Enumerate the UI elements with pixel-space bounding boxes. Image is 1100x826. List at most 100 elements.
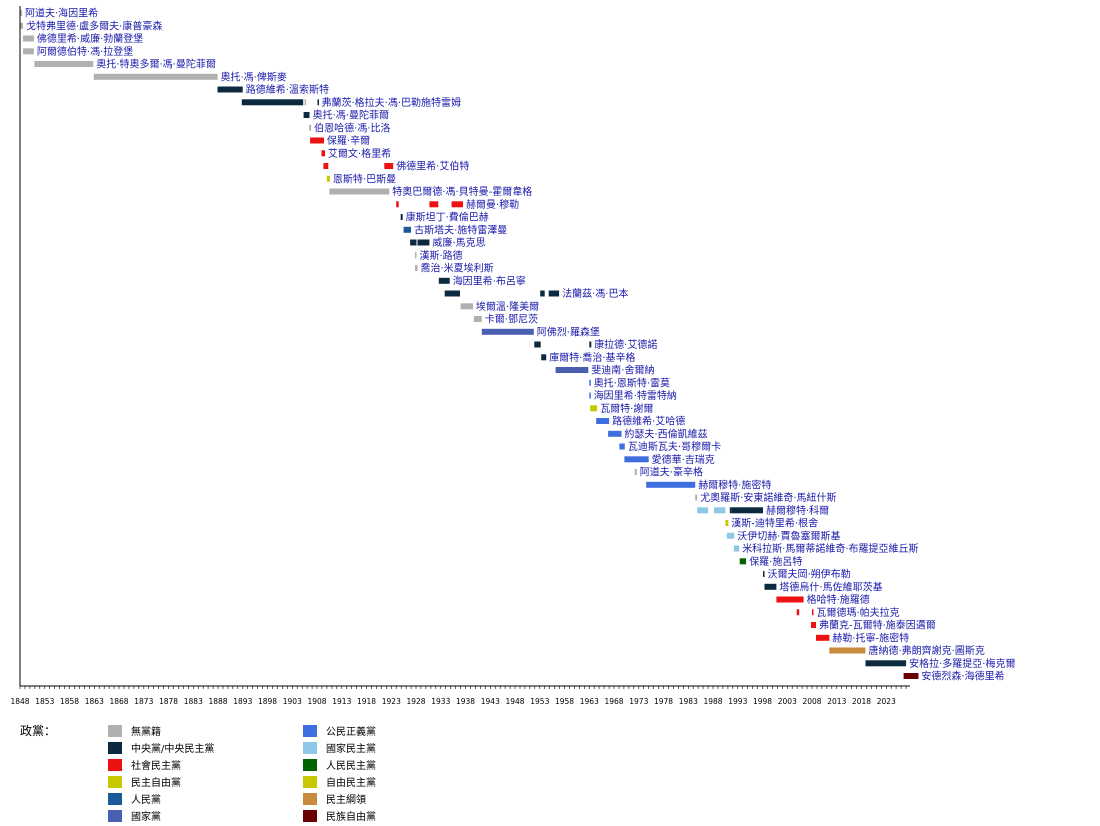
term-bar xyxy=(589,379,591,386)
legend-item: 民主綱領 xyxy=(303,791,366,806)
x-tick-label: 1888 xyxy=(208,697,227,706)
term-bar xyxy=(634,469,637,475)
term-bar xyxy=(217,86,243,93)
legend-label: 人民黨 xyxy=(131,795,161,806)
legend-item: 民族自由黨 xyxy=(303,808,376,823)
term-bar xyxy=(731,507,763,514)
term-bar xyxy=(714,507,726,514)
term-bar xyxy=(811,622,816,628)
x-tick-label: 2013 xyxy=(827,697,846,706)
person-label: 阿道夫·海因里希 xyxy=(25,7,98,20)
term-bar xyxy=(321,150,325,157)
person-label: 奧托·特奧多爾·馮·曼陀菲爾 xyxy=(96,58,216,71)
x-tick-label: 1953 xyxy=(530,697,549,706)
person-label: 奧托·馮·曼陀菲爾 xyxy=(313,109,389,122)
person-label: 伯恩哈德·馮·比洛 xyxy=(314,121,390,134)
term-bar xyxy=(410,239,417,246)
term-bar xyxy=(548,290,560,297)
term-bar xyxy=(460,303,473,310)
x-tick-label: 1893 xyxy=(233,697,252,706)
x-tick-label: 1938 xyxy=(456,697,475,706)
term-bar xyxy=(589,392,591,399)
legend-item: 中央黨/中央民主黨 xyxy=(108,740,214,755)
legend-swatch xyxy=(303,792,317,805)
term-bar xyxy=(596,418,610,424)
person-label: 戈特弗里德·盧多爾夫·康普豪森 xyxy=(26,19,162,32)
term-bar xyxy=(725,520,729,526)
term-bar xyxy=(323,163,329,169)
person-label: 艾爾文·格里希 xyxy=(328,147,391,160)
legend-item: 無黨籍 xyxy=(108,723,161,738)
term-bar xyxy=(697,507,709,514)
term-bar xyxy=(241,99,304,106)
bars-layer xyxy=(20,10,919,679)
term-bar xyxy=(429,201,439,208)
person-label: 漢斯-迪特里希·根舍 xyxy=(731,517,818,530)
term-bar xyxy=(729,507,732,514)
person-label: 尤奧羅斯·安東諾維奇·馬紐什斯 xyxy=(700,491,836,504)
legend-item: 人民民主黨 xyxy=(303,757,376,772)
legend-swatch xyxy=(108,792,122,805)
timeline-chart: 阿道夫·海因里希戈特弗里德·盧多爾夫·康普豪森佛德里希·威廉·勃蘭登堡阿爾德伯特… xyxy=(10,6,1015,706)
legend-item: 國家民主黨 xyxy=(303,740,376,755)
term-bar xyxy=(20,10,22,16)
term-bar xyxy=(541,354,547,361)
x-tick-label: 1848 xyxy=(10,697,29,706)
x-tick-label: 1908 xyxy=(307,697,326,706)
legend-swatch xyxy=(108,724,122,737)
term-bar xyxy=(310,137,324,144)
term-bar xyxy=(829,647,866,654)
term-bar xyxy=(695,494,698,501)
labels-layer: 阿道夫·海因里希戈特弗里德·盧多爾夫·康普豪森佛德里希·威廉·勃蘭登堡阿爾德伯特… xyxy=(25,7,1015,683)
person-label: 康斯坦丁·費倫巴赫 xyxy=(406,211,489,224)
term-bar xyxy=(646,481,696,488)
legend-label: 民族自由黨 xyxy=(326,812,376,823)
term-bar xyxy=(309,124,312,131)
term-bar xyxy=(796,609,800,616)
term-bar xyxy=(451,201,463,208)
person-label: 瓦迪斯瓦夫·哥穆爾卡 xyxy=(628,440,721,453)
legend-label: 國家黨 xyxy=(131,812,161,823)
person-label: 格哈特·施羅德 xyxy=(807,593,870,606)
x-tick-label: 2023 xyxy=(877,697,896,706)
person-label: 喬治·米夏埃利斯 xyxy=(421,262,494,275)
term-bar xyxy=(384,163,394,169)
legend-item: 社會民主黨 xyxy=(108,757,181,772)
person-label: 法蘭茲·馮·巴本 xyxy=(562,287,628,300)
term-bar xyxy=(776,596,804,603)
term-bar xyxy=(403,226,411,233)
term-bar xyxy=(415,265,418,271)
term-bar xyxy=(481,328,534,335)
term-bar xyxy=(23,48,34,55)
term-bar xyxy=(473,316,482,322)
person-label: 米科拉斯·馬爾蒂諾維奇·布羅提亞維丘斯 xyxy=(742,542,918,555)
x-tick-label: 1993 xyxy=(728,697,747,706)
person-label: 約瑟夫·西倫凱維茲 xyxy=(624,427,707,440)
x-tick-label: 1968 xyxy=(604,697,623,706)
term-bar xyxy=(20,22,23,29)
term-bar xyxy=(812,609,814,616)
x-tick-label: 1858 xyxy=(60,697,79,706)
legend-swatch xyxy=(303,809,317,822)
x-tick-label: 1948 xyxy=(505,697,524,706)
person-label: 赫爾穆特·施密特 xyxy=(698,478,771,491)
term-bar xyxy=(326,175,330,182)
term-bar xyxy=(865,660,907,667)
term-bar xyxy=(540,290,545,297)
term-bar xyxy=(555,367,589,373)
legend-label: 自由民主黨 xyxy=(326,778,376,789)
x-tick-label: 1868 xyxy=(109,697,128,706)
term-bar xyxy=(415,252,417,259)
person-label: 唐納德·弗朗齊謝克·圖斯克 xyxy=(869,644,985,657)
term-bar xyxy=(816,634,830,641)
legend-label: 民主綱領 xyxy=(326,795,366,806)
legend-swatch xyxy=(303,741,317,754)
term-bar xyxy=(317,99,319,106)
x-tick-label: 1998 xyxy=(753,697,772,706)
person-label: 康拉德·艾德諾 xyxy=(594,338,657,351)
person-label: 卡爾·鄧尼茨 xyxy=(485,313,538,326)
term-bar xyxy=(534,341,541,348)
person-label: 特奧巴爾德·馮·貝特曼-霍爾韋格 xyxy=(392,185,532,198)
term-bar xyxy=(400,214,403,220)
legend-swatch xyxy=(108,775,122,788)
